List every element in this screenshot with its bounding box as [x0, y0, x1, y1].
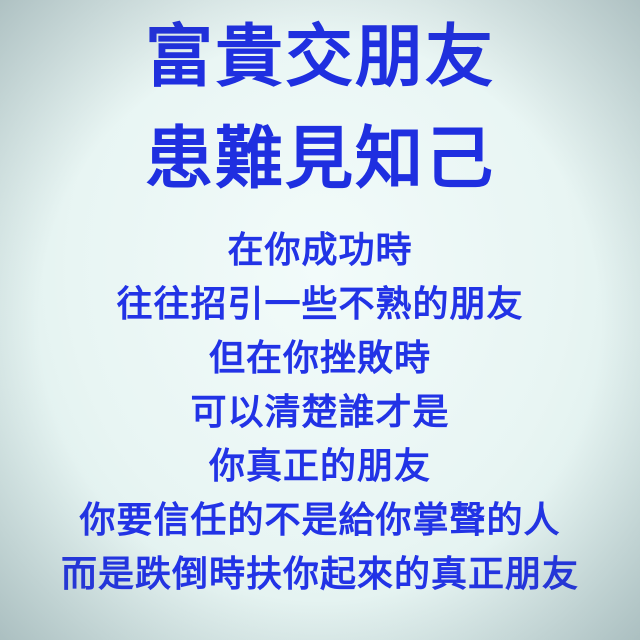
headline-line-1: 富貴交朋友 [144, 18, 495, 97]
quote-body: 在你成功時 往往招引一些不熟的朋友 但在你挫敗時 可以清楚誰才是 你真正的朋友 … [0, 224, 640, 602]
quote-line-7: 而是跌倒時扶你起來的真正朋友 [60, 554, 579, 595]
quote-line-2: 往往招引一些不熟的朋友 [116, 284, 524, 325]
quote-line-5: 你真正的朋友 [208, 446, 431, 487]
quote-line-1: 在你成功時 [227, 230, 413, 271]
quote-line-6: 你要信任的不是給你掌聲的人 [79, 500, 561, 541]
quote-line-3: 但在你挫敗時 [208, 338, 431, 379]
quote-line-4: 可以清楚誰才是 [190, 392, 450, 433]
headline-line-2: 患難見知己 [144, 120, 495, 199]
